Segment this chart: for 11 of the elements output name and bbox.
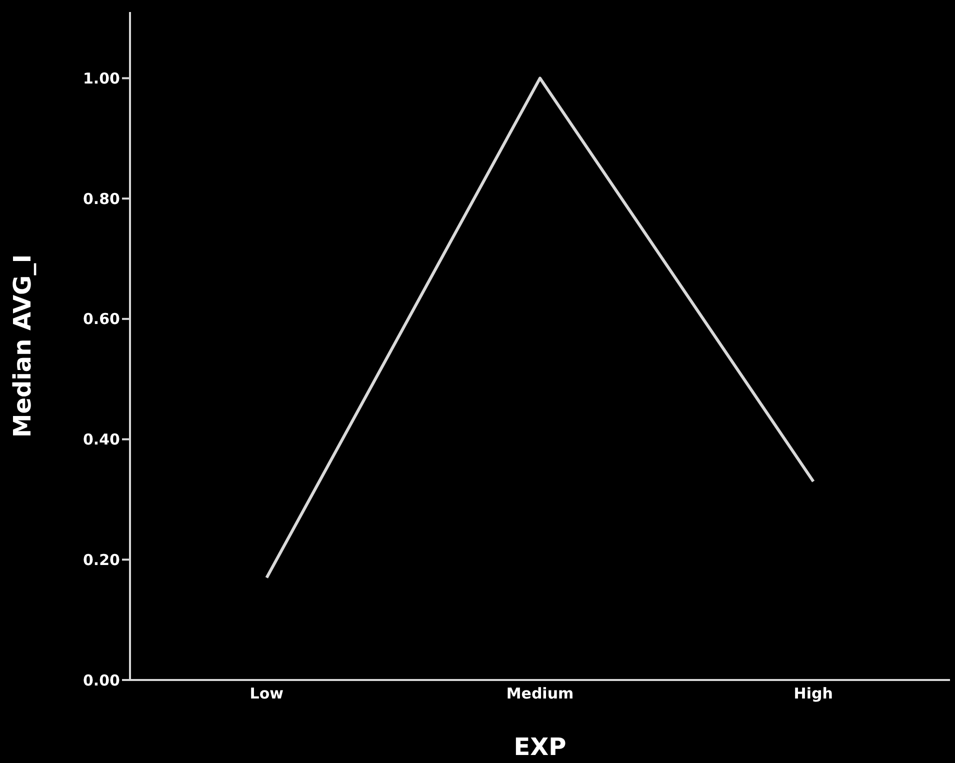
y-tick-label: 1.00 xyxy=(82,70,120,88)
x-tick-label: Medium xyxy=(506,684,574,703)
y-tick-label: 0.00 xyxy=(82,671,120,690)
x-tick-label: High xyxy=(794,684,833,703)
x-axis-title: EXP xyxy=(514,733,566,761)
y-tick-label: 0.80 xyxy=(82,190,120,208)
y-axis-title: Median AVG_I xyxy=(8,254,37,438)
y-tick-label: 0.60 xyxy=(82,310,120,328)
x-tick-label: Low xyxy=(250,684,284,703)
y-tick-label: 0.20 xyxy=(82,550,120,569)
y-tick-label: 0.40 xyxy=(82,430,120,449)
